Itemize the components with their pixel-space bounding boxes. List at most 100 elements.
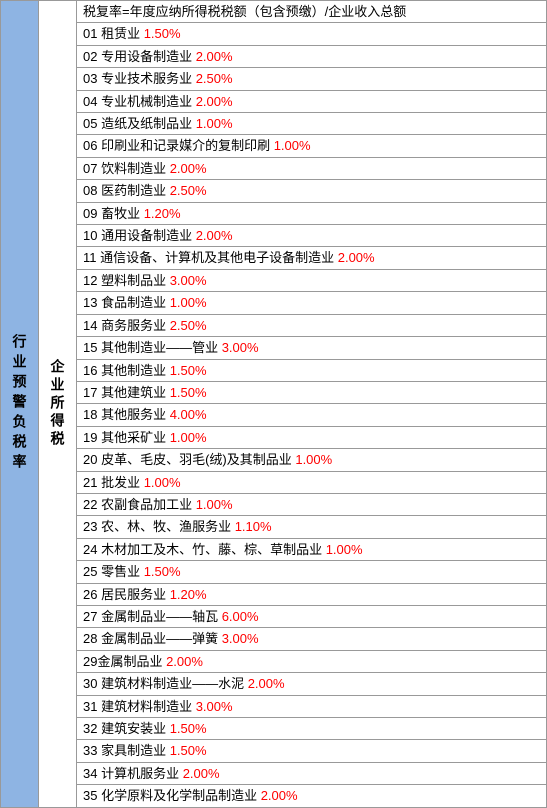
formula-text: 税复率=年度应纳所得税税额（包含预缴）/企业收入总额 — [83, 4, 406, 19]
table-row: 11 通信设备、计算机及其他电子设备制造业 2.00% — [77, 247, 546, 269]
table-row: 04 专业机械制造业 2.00% — [77, 91, 546, 113]
rate-value: 3.00% — [222, 631, 259, 646]
rate-value: 2.00% — [196, 49, 233, 64]
table-row: 13 食品制造业 1.00% — [77, 292, 546, 314]
table-row: 23 农、林、牧、渔服务业 1.10% — [77, 516, 546, 538]
table-row: 10 通用设备制造业 2.00% — [77, 225, 546, 247]
rate-value: 1.20% — [144, 206, 181, 221]
rate-value: 1.00% — [170, 430, 207, 445]
rate-value: 2.00% — [338, 250, 375, 265]
industry-label: 15 其他制造业——管业 — [83, 340, 222, 355]
industry-label: 30 建筑材料制造业——水泥 — [83, 676, 248, 691]
industry-label: 08 医药制造业 — [83, 183, 170, 198]
industry-label: 34 计算机服务业 — [83, 766, 183, 781]
rate-value: 1.50% — [170, 743, 207, 758]
table-row: 24 木材加工及木、竹、藤、棕、草制品业 1.00% — [77, 539, 546, 561]
tax-type-column: 企业所得税 — [39, 1, 77, 807]
industry-label: 20 皮革、毛皮、羽毛(绒)及其制品业 — [83, 452, 295, 467]
industry-label: 09 畜牧业 — [83, 206, 144, 221]
table-row: 21 批发业 1.00% — [77, 472, 546, 494]
industry-label: 24 木材加工及木、竹、藤、棕、草制品业 — [83, 542, 326, 557]
industry-label: 07 饮料制造业 — [83, 161, 170, 176]
industry-label: 27 金属制品业——轴瓦 — [83, 609, 222, 624]
table-row: 20 皮革、毛皮、羽毛(绒)及其制品业 1.00% — [77, 449, 546, 471]
table-row: 07 饮料制造业 2.00% — [77, 158, 546, 180]
industry-label: 04 专业机械制造业 — [83, 94, 196, 109]
table-row: 02 专用设备制造业 2.00% — [77, 46, 546, 68]
table-row: 12 塑料制品业 3.00% — [77, 270, 546, 292]
data-column: 税复率=年度应纳所得税税额（包含预缴）/企业收入总额 01 租赁业 1.50%0… — [77, 1, 546, 807]
table-row: 06 印刷业和记录媒介的复制印刷 1.00% — [77, 135, 546, 157]
rate-value: 1.50% — [144, 564, 181, 579]
rate-value: 1.00% — [295, 452, 332, 467]
table-row: 19 其他采矿业 1.00% — [77, 427, 546, 449]
rate-value: 3.00% — [222, 340, 259, 355]
table-row: 33 家具制造业 1.50% — [77, 740, 546, 762]
tax-type-label: 企业所得税 — [48, 359, 68, 449]
rate-value: 1.00% — [274, 138, 311, 153]
industry-label: 17 其他建筑业 — [83, 385, 170, 400]
table-row: 15 其他制造业——管业 3.00% — [77, 337, 546, 359]
industry-label: 29金属制品业 — [83, 654, 166, 669]
industry-label: 32 建筑安装业 — [83, 721, 170, 736]
rate-value: 6.00% — [222, 609, 259, 624]
rate-value: 4.00% — [170, 407, 207, 422]
table-row: 18 其他服务业 4.00% — [77, 404, 546, 426]
industry-label: 25 零售业 — [83, 564, 144, 579]
industry-label: 19 其他采矿业 — [83, 430, 170, 445]
industry-label: 13 食品制造业 — [83, 295, 170, 310]
table-row: 08 医药制造业 2.50% — [77, 180, 546, 202]
industry-label: 11 通信设备、计算机及其他电子设备制造业 — [83, 250, 338, 265]
rate-value: 2.50% — [170, 318, 207, 333]
industry-label: 28 金属制品业——弹簧 — [83, 631, 222, 646]
rate-value: 1.10% — [235, 519, 272, 534]
table-row: 14 商务服务业 2.50% — [77, 315, 546, 337]
rate-value: 2.00% — [261, 788, 298, 803]
table-row: 16 其他制造业 1.50% — [77, 360, 546, 382]
table-row: 27 金属制品业——轴瓦 6.00% — [77, 606, 546, 628]
industry-label: 05 造纸及纸制品业 — [83, 116, 196, 131]
table-row: 28 金属制品业——弹簧 3.00% — [77, 628, 546, 650]
rate-value: 1.50% — [144, 26, 181, 41]
rate-value: 1.00% — [170, 295, 207, 310]
table-row: 30 建筑材料制造业——水泥 2.00% — [77, 673, 546, 695]
table-row: 31 建筑材料制造业 3.00% — [77, 696, 546, 718]
table-row: 05 造纸及纸制品业 1.00% — [77, 113, 546, 135]
table-row: 26 居民服务业 1.20% — [77, 584, 546, 606]
industry-label: 01 租赁业 — [83, 26, 144, 41]
industry-label: 16 其他制造业 — [83, 363, 170, 378]
rate-value: 1.00% — [196, 116, 233, 131]
industry-label: 31 建筑材料制造业 — [83, 699, 196, 714]
table-row: 32 建筑安装业 1.50% — [77, 718, 546, 740]
table-row: 34 计算机服务业 2.00% — [77, 763, 546, 785]
table-row: 03 专业技术服务业 2.50% — [77, 68, 546, 90]
tax-rate-table: 行业预警负税率 企业所得税 税复率=年度应纳所得税税额（包含预缴）/企业收入总额… — [0, 0, 547, 808]
industry-label: 12 塑料制品业 — [83, 273, 170, 288]
table-row: 17 其他建筑业 1.50% — [77, 382, 546, 404]
rate-value: 2.00% — [183, 766, 220, 781]
industry-label: 03 专业技术服务业 — [83, 71, 196, 86]
rate-value: 1.00% — [144, 475, 181, 490]
rate-value: 2.00% — [196, 94, 233, 109]
rate-value: 2.50% — [170, 183, 207, 198]
industry-label: 35 化学原料及化学制品制造业 — [83, 788, 261, 803]
rate-value: 2.00% — [196, 228, 233, 243]
table-row: 29金属制品业 2.00% — [77, 651, 546, 673]
category-label: 行业预警负税率 — [10, 334, 30, 474]
category-column: 行业预警负税率 — [1, 1, 39, 807]
industry-label: 18 其他服务业 — [83, 407, 170, 422]
industry-label: 21 批发业 — [83, 475, 144, 490]
rate-value: 1.00% — [326, 542, 363, 557]
industry-label: 06 印刷业和记录媒介的复制印刷 — [83, 138, 274, 153]
rate-value: 2.00% — [166, 654, 203, 669]
rate-value: 2.00% — [170, 161, 207, 176]
industry-label: 14 商务服务业 — [83, 318, 170, 333]
rate-value: 1.50% — [170, 721, 207, 736]
rate-value: 1.50% — [170, 385, 207, 400]
table-row: 01 租赁业 1.50% — [77, 23, 546, 45]
rate-value: 3.00% — [196, 699, 233, 714]
table-row: 22 农副食品加工业 1.00% — [77, 494, 546, 516]
rate-value: 1.20% — [170, 587, 207, 602]
industry-label: 22 农副食品加工业 — [83, 497, 196, 512]
table-row: 25 零售业 1.50% — [77, 561, 546, 583]
